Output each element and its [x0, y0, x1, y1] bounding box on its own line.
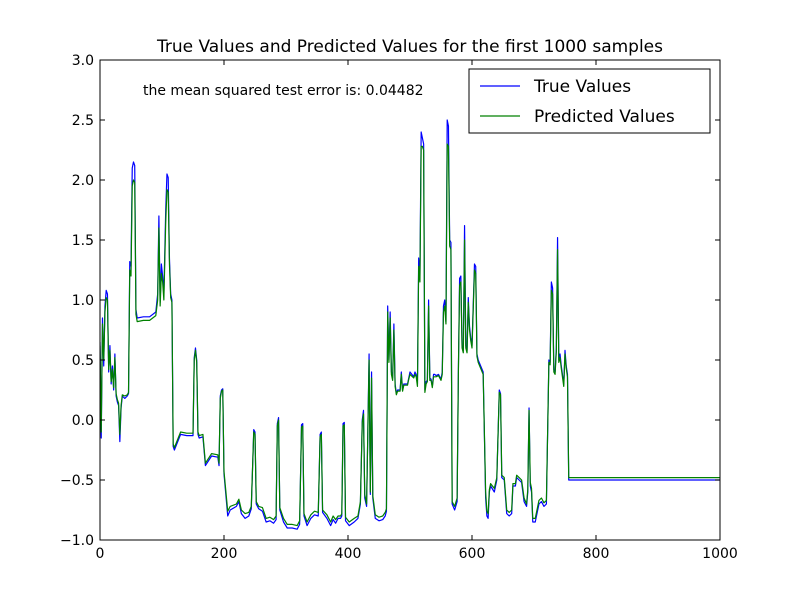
x-tick-label: 400: [335, 546, 362, 562]
y-tick-label: 0.5: [72, 353, 94, 369]
mse-annotation: the mean squared test error is: 0.04482: [143, 83, 424, 99]
y-tick-label: 0.0: [72, 413, 94, 429]
ticks-layer: 0 200 400 600 800 1000 −1.0 −0.5 0.0 0.5 1.0 1.5 2.0…: [60, 53, 738, 562]
legend-label-predicted-values: Predicted Values: [534, 107, 675, 127]
plot-frame: [99, 59, 721, 541]
series-layer: [100, 119, 720, 530]
plot-area: [100, 60, 720, 540]
x-tick-label: 1000: [702, 546, 738, 562]
x-tick-label: 200: [211, 546, 238, 562]
x-tick-label: 800: [583, 546, 610, 562]
x-tick-label: 0: [96, 546, 105, 562]
legend-label-true-values: True Values: [533, 77, 631, 97]
x-tick-label: 600: [459, 546, 486, 562]
y-tick-label: 1.5: [72, 233, 94, 249]
y-tick-label: −0.5: [60, 473, 94, 489]
legend-box: [468, 68, 711, 134]
legend: True Values Predicted Values: [468, 68, 711, 134]
series-line-predicted-values: [100, 143, 720, 527]
y-tick-label: 2.5: [72, 113, 94, 129]
y-tick-label: 1.0: [72, 293, 94, 309]
y-tick-label: 2.0: [72, 173, 94, 189]
y-tick-label: −1.0: [60, 533, 94, 549]
y-tick-label: 3.0: [72, 53, 94, 69]
chart-title: True Values and Predicted Values for the…: [156, 37, 663, 57]
